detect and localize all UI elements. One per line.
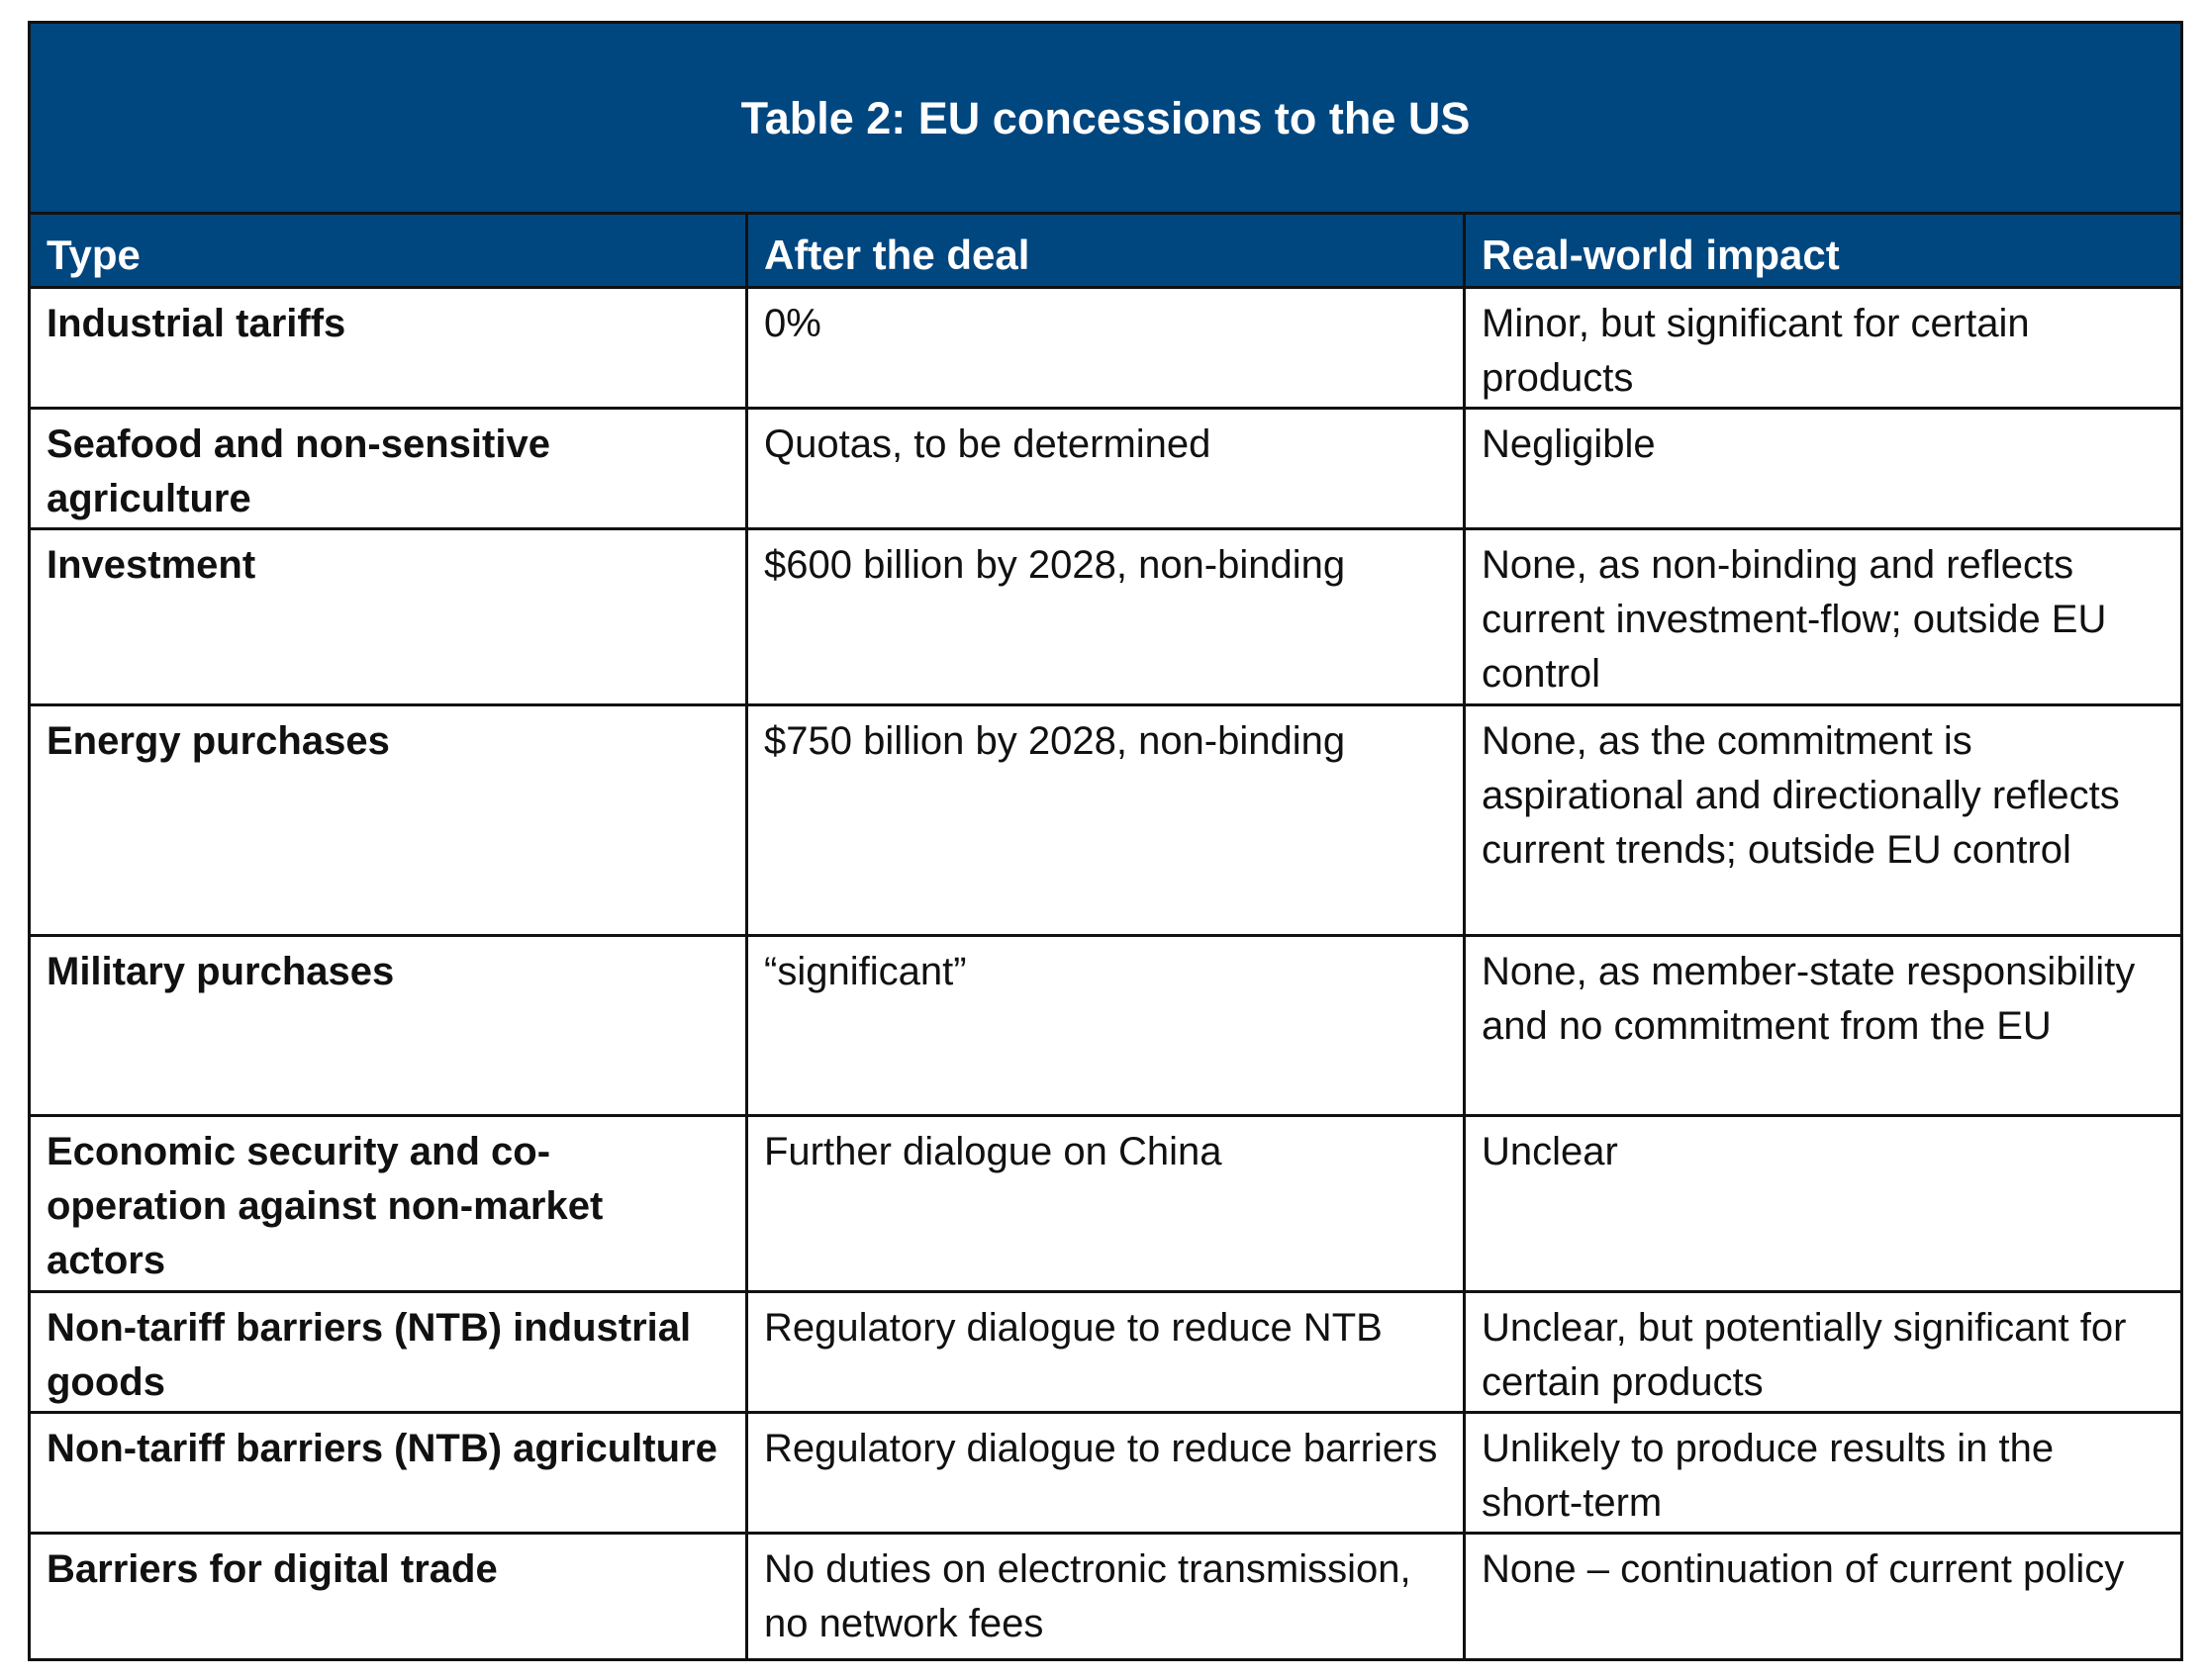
row-type: Non-tariff barriers (NTB) industrial goo… <box>28 1290 748 1414</box>
table-cell: Regulatory dialogue to reduce NTB <box>745 1290 1466 1414</box>
table-cell: None, as the commitment is aspirational … <box>1463 703 2183 937</box>
row-type: Military purchases <box>28 934 748 1117</box>
table-title: Table 2: EU concessions to the US <box>28 21 2183 215</box>
table-row: Non-tariff barriers (NTB) agriculture Reg… <box>28 1411 2183 1535</box>
table-row: Barriers for digital trade No duties on e… <box>28 1532 2183 1661</box>
table-cell: Minor, but significant for certain produ… <box>1463 286 2183 410</box>
row-type: Non-tariff barriers (NTB) agriculture <box>28 1411 748 1535</box>
table-row: Industrial tariffs 0% Minor, but significa… <box>28 286 2183 410</box>
row-type: Investment <box>28 527 748 706</box>
table-cell: $750 billion by 2028, non-binding <box>745 703 1466 937</box>
row-type: Industrial tariffs <box>28 286 748 410</box>
table-cell: Regulatory dialogue to reduce barriers <box>745 1411 1466 1535</box>
table-row: Investment $600 billion by 2028, non-bind… <box>28 527 2183 706</box>
table-row: Seafood and non-sensitive agriculture Quo… <box>28 407 2183 530</box>
table-cell: None, as member-state responsibility and… <box>1463 934 2183 1117</box>
row-type: Energy purchases <box>28 703 748 937</box>
table-cell: Unlikely to produce results in the short… <box>1463 1411 2183 1535</box>
row-type: Barriers for digital trade <box>28 1532 748 1661</box>
column-header: Type <box>28 212 748 289</box>
table-row: Energy purchases $750 billion by 2028, no… <box>28 703 2183 937</box>
table-row: Military purchases “significant” None, as … <box>28 934 2183 1117</box>
table-cell: $600 billion by 2028, non-binding <box>745 527 1466 706</box>
header-row: Type After the deal Real-world impact <box>28 212 2183 289</box>
row-type: Economic security and co-operation again… <box>28 1114 748 1293</box>
table-cell: 0% <box>745 286 1466 410</box>
table-cell: Unclear, but potentially significant for… <box>1463 1290 2183 1414</box>
table-cell: None, as non-binding and reflects curren… <box>1463 527 2183 706</box>
column-header: After the deal <box>745 212 1466 289</box>
table-cell: Further dialogue on China <box>745 1114 1466 1293</box>
table-cell: “significant” <box>745 934 1466 1117</box>
table-container: Table 2: EU concessions to the US Type Af… <box>28 21 2183 1661</box>
table-cell: Quotas, to be determined <box>745 407 1466 530</box>
table: Table 2: EU concessions to the US Type Af… <box>28 21 2183 1661</box>
table-cell: None – continuation of current policy <box>1463 1532 2183 1661</box>
table-cell: Negligible <box>1463 407 2183 530</box>
column-header: Real-world impact <box>1463 212 2183 289</box>
table-cell: Unclear <box>1463 1114 2183 1293</box>
table-cell: No duties on electronic transmission, no… <box>745 1532 1466 1661</box>
table-row: Non-tariff barriers (NTB) industrial goo… <box>28 1290 2183 1414</box>
table-row: Economic security and co-operation again… <box>28 1114 2183 1293</box>
row-type: Seafood and non-sensitive agriculture <box>28 407 748 530</box>
